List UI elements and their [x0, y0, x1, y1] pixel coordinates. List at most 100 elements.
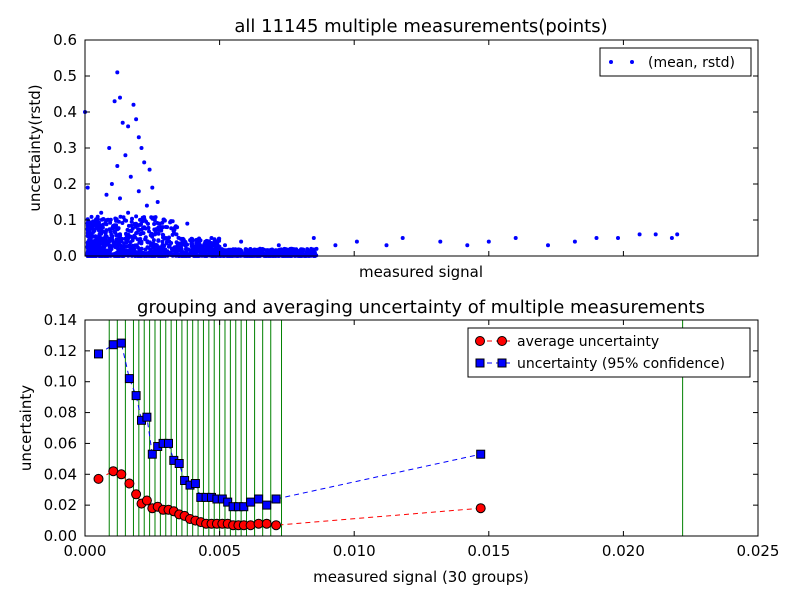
- confidence-uncertainty-point: [147, 449, 157, 459]
- scatter-point: [114, 218, 118, 223]
- scatter-point: [130, 249, 135, 254]
- scatter-point: [155, 221, 160, 225]
- scatter-point: [220, 250, 225, 255]
- y-tick-label: 0.6: [53, 31, 77, 49]
- scatter-point: [153, 232, 157, 237]
- scatter-point: [669, 236, 674, 240]
- scatter-point: [172, 227, 177, 232]
- scatter-point: [291, 247, 296, 252]
- scatter-point: [314, 246, 319, 251]
- scatter-point: [159, 228, 164, 233]
- y-tick-label: 0.1: [53, 211, 77, 229]
- y-tick-label: 0.10: [44, 373, 77, 391]
- scatter-point: [209, 236, 214, 240]
- scatter-point: [127, 235, 132, 239]
- top-title: all 11145 multiple measurements(points): [234, 16, 607, 37]
- scatter-point: [96, 239, 101, 244]
- scatter-point: [301, 247, 306, 252]
- y-tick-label: 0.2: [53, 175, 77, 193]
- y-tick-label: 0.14: [44, 311, 77, 329]
- bottom-legend-box: [467, 327, 751, 378]
- scatter-point: [270, 249, 275, 254]
- scatter-point: [179, 246, 183, 250]
- top-x-label: measured signal: [359, 263, 483, 281]
- confidence-uncertainty-point: [239, 502, 249, 512]
- scatter-point: [108, 220, 113, 225]
- scatter-point: [384, 243, 389, 248]
- scatter-point: [147, 229, 151, 234]
- scatter-point: [143, 247, 148, 252]
- scatter-point: [150, 234, 155, 239]
- scatter-point: [86, 220, 90, 225]
- scatter-point: [188, 251, 193, 256]
- scatter-point: [142, 215, 147, 220]
- average-uncertainty-point: [124, 478, 135, 489]
- top-legend-box: [599, 47, 752, 77]
- scatter-point: [180, 238, 185, 242]
- average-uncertainty-point: [93, 473, 104, 484]
- scatter-point: [191, 248, 196, 253]
- scatter-point: [130, 216, 134, 221]
- x-tick-label: 0.005: [198, 542, 241, 560]
- y-tick-label: 0.04: [44, 465, 77, 483]
- top-legend-marker-2: [630, 60, 634, 64]
- scatter-point: [284, 253, 289, 258]
- scatter-point: [176, 235, 181, 240]
- average-uncertainty-point: [271, 520, 282, 531]
- bottom-panel: grouping and averaging uncertainty of mu…: [17, 297, 779, 586]
- scatter-point: [304, 249, 309, 254]
- confidence-uncertainty-point: [108, 340, 118, 350]
- scatter-point: [155, 200, 160, 204]
- confidence-uncertainty-point: [246, 497, 256, 507]
- scatter-point: [173, 248, 178, 253]
- scatter-point: [125, 227, 130, 232]
- scatter-point: [115, 227, 120, 232]
- scatter-point: [156, 231, 161, 236]
- scatter-point: [223, 243, 227, 248]
- bottom-legend-marker-1b: [497, 336, 507, 346]
- top-legend-label: (mean, rstd): [648, 55, 735, 71]
- scatter-point: [141, 231, 146, 236]
- scatter-point: [354, 239, 359, 244]
- y-tick-label: 0.06: [44, 434, 77, 452]
- scatter-point: [111, 243, 116, 248]
- scatter-point: [175, 243, 180, 248]
- confidence-uncertainty-point: [124, 374, 134, 384]
- scatter-point: [98, 253, 103, 258]
- confidence-uncertainty-point: [116, 338, 126, 348]
- scatter-point: [116, 246, 120, 251]
- scatter-point: [115, 243, 120, 248]
- scatter-point: [239, 249, 244, 254]
- scatter-point: [90, 246, 95, 251]
- scatter-point: [86, 247, 91, 252]
- confidence-uncertainty-point: [174, 459, 184, 468]
- scatter-point: [286, 247, 291, 252]
- scatter-point: [95, 214, 100, 219]
- scatter-point: [113, 240, 118, 245]
- x-tick-label: 0.015: [467, 542, 510, 560]
- scatter-point: [109, 232, 114, 237]
- confidence-uncertainty-point: [262, 500, 272, 510]
- y-tick-label: 0.0: [53, 247, 77, 265]
- scatter-point: [637, 232, 642, 237]
- scatter-point: [163, 225, 168, 229]
- scatter-point: [100, 225, 105, 230]
- scatter-point: [155, 253, 160, 258]
- scatter-point: [138, 237, 143, 241]
- scatter-point: [151, 242, 156, 247]
- average-uncertainty-point: [475, 503, 486, 514]
- scatter-point: [161, 217, 166, 222]
- scatter-point: [87, 230, 92, 235]
- x-tick-label: 0.020: [602, 542, 645, 560]
- confidence-uncertainty-point: [142, 412, 152, 422]
- scatter-point: [89, 233, 94, 238]
- confidence-uncertainty-point: [271, 494, 281, 504]
- scatter-point: [207, 240, 212, 245]
- scatter-point: [93, 234, 98, 239]
- scatter-point: [120, 221, 125, 225]
- scatter-point: [130, 246, 135, 251]
- y-tick-label: 0.02: [44, 496, 77, 514]
- scatter-point: [147, 240, 152, 245]
- scatter-point: [175, 225, 180, 230]
- scatter-point: [438, 239, 443, 244]
